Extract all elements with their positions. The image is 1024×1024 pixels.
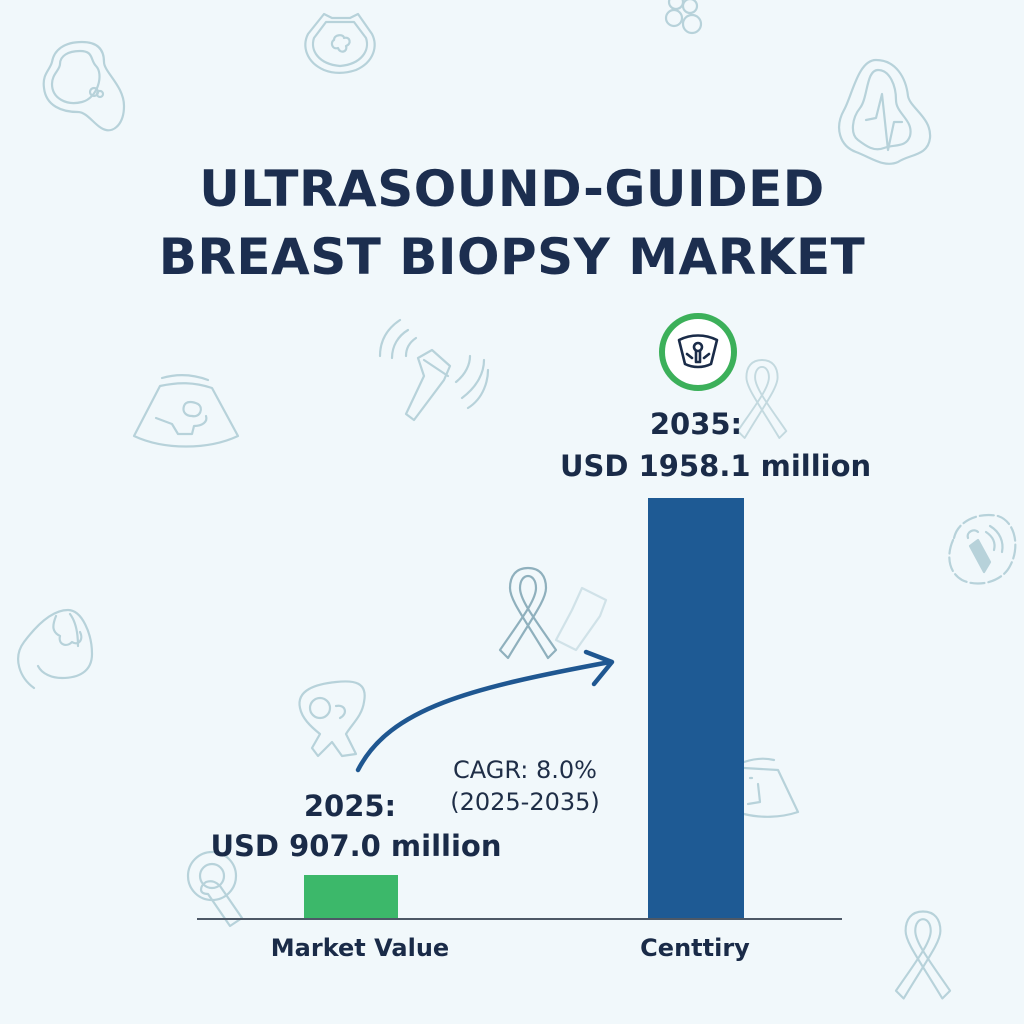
ultrasound-scan-icon [304,12,376,75]
ultrasound-scan-badge-icon [659,313,737,391]
heartbeat-organ-icon [836,58,936,168]
end-value-label: USD 1958.1 million [560,449,872,483]
end-year-label: 2035: [649,407,743,441]
cagr-period-label: (2025-2035) [450,788,600,816]
probe-icon [552,586,608,652]
cagr-label: CAGR: 8.0% [453,756,597,784]
probe-signal-icon [944,512,1018,588]
chart-title-line-2: BREAST BIOPSY MARKET [158,228,866,286]
ultrasound-fan-icon [132,372,240,448]
touch-pointer-icon [186,846,252,928]
x-tick-label-market-value: Market Value [270,934,450,962]
x-axis-line [197,918,842,920]
x-tick-label-century: Centtiry [640,934,750,962]
ultrasound-fan-icon-2 [742,756,800,818]
breast-ultrasound-icon [42,40,128,134]
start-year-label: 2025: [303,789,397,823]
organ-outline-icon [296,678,368,760]
chart-title-line-1: ULTRASOUND-GUIDED [199,160,825,218]
awareness-ribbon-icon-3 [894,906,952,1004]
start-value-label: USD 907.0 million [210,829,502,863]
bar-2035 [648,498,744,919]
breast-outline-icon [12,606,96,690]
bar-2025 [304,875,398,919]
growth-arrow-icon [350,648,620,778]
ultrasound-probe-icon [366,316,490,426]
awareness-ribbon-icon-2 [736,352,788,446]
cells-icon [664,0,708,38]
awareness-ribbon-icon [498,564,558,662]
